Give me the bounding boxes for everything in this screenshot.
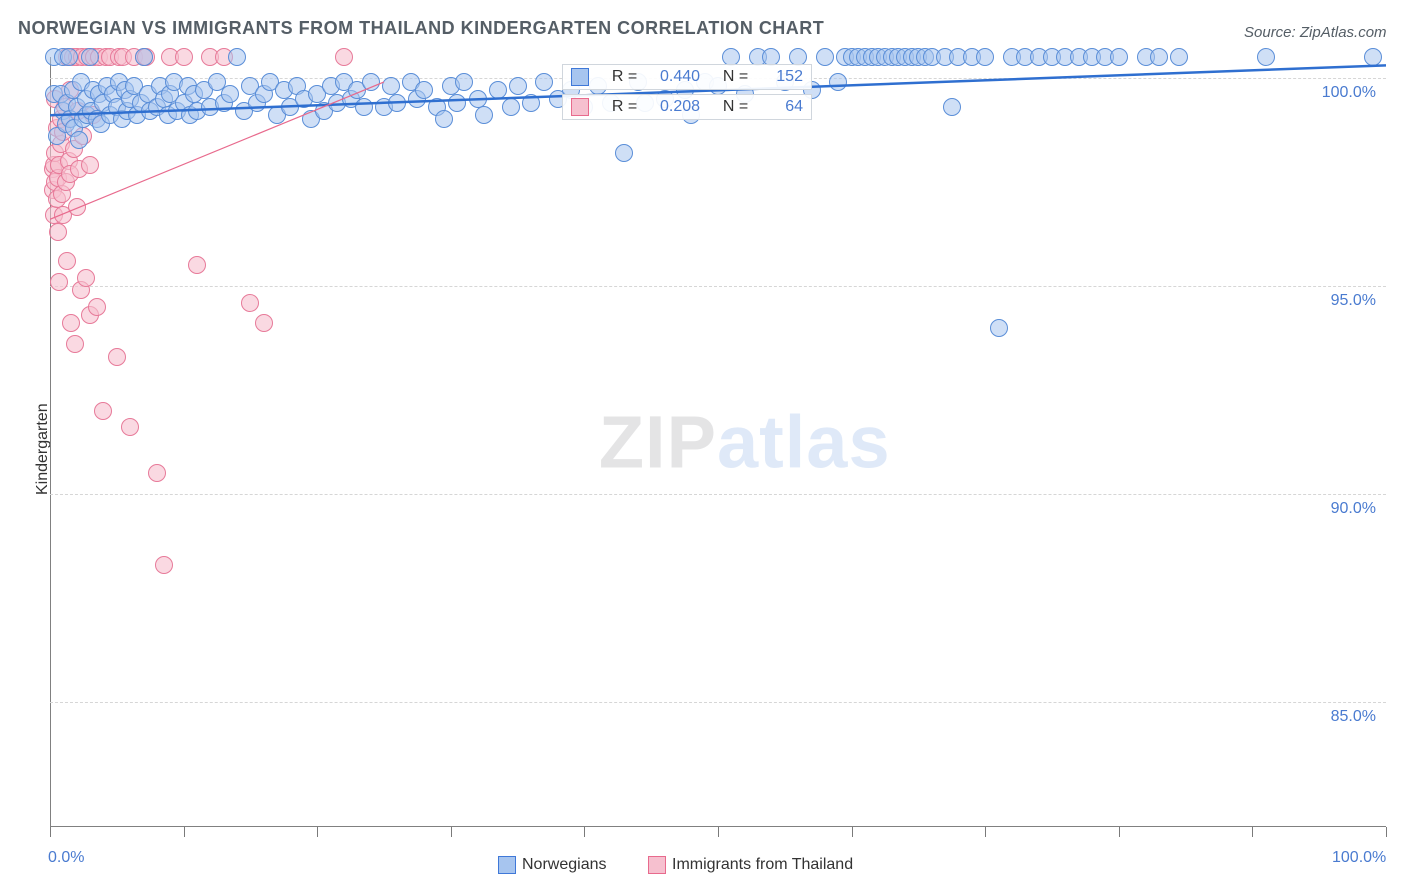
scatter-point [148, 464, 166, 482]
scatter-point [489, 81, 507, 99]
scatter-point [469, 90, 487, 108]
legend-label: Norwegians [522, 856, 606, 874]
chart-plot-area: ZIPatlas [50, 57, 1386, 827]
scatter-point [475, 106, 493, 124]
watermark-atlas: atlas [717, 401, 891, 484]
scatter-point [70, 131, 88, 149]
scatter-point [990, 319, 1008, 337]
scatter-point [221, 85, 239, 103]
scatter-point [188, 256, 206, 274]
x-tick-mark [50, 827, 51, 837]
scatter-point [448, 94, 466, 112]
y-tick-label: 85.0% [1316, 708, 1376, 726]
watermark-zip: ZIP [599, 401, 717, 484]
scatter-point [175, 48, 193, 66]
scatter-point [94, 402, 112, 420]
scatter-point [502, 98, 520, 116]
x-tick-mark [718, 827, 719, 837]
stats-r-value: 0.208 [660, 98, 700, 116]
x-tick-mark [852, 827, 853, 837]
scatter-point [50, 273, 68, 291]
scatter-point [615, 144, 633, 162]
scatter-point [435, 110, 453, 128]
stats-n-value: 152 [771, 68, 803, 86]
stats-box: R = 0.440 N = 152 [562, 64, 812, 90]
legend-swatch [648, 856, 666, 874]
scatter-point [335, 48, 353, 66]
stats-r-value: 0.440 [660, 68, 700, 86]
scatter-point [522, 94, 540, 112]
chart-title: NORWEGIAN VS IMMIGRANTS FROM THAILAND KI… [18, 18, 824, 39]
scatter-point [66, 335, 84, 353]
x-tick-label: 100.0% [1332, 849, 1386, 867]
scatter-point [943, 98, 961, 116]
scatter-point [49, 223, 67, 241]
scatter-point [60, 48, 78, 66]
scatter-point [415, 81, 433, 99]
stats-r-label: R = [612, 68, 637, 86]
x-tick-mark [1252, 827, 1253, 837]
scatter-point [355, 98, 373, 116]
legend-swatch [498, 856, 516, 874]
x-tick-mark [985, 827, 986, 837]
scatter-point [362, 73, 380, 91]
scatter-point [1150, 48, 1168, 66]
scatter-point [382, 77, 400, 95]
stats-n-label: N = [723, 98, 748, 116]
scatter-point [58, 252, 76, 270]
scatter-point [976, 48, 994, 66]
y-grid-line [50, 702, 1386, 703]
scatter-point [135, 48, 153, 66]
scatter-point [535, 73, 553, 91]
legend-item: Norwegians [498, 856, 606, 874]
y-grid-line [50, 494, 1386, 495]
scatter-point [388, 94, 406, 112]
scatter-point [241, 294, 259, 312]
scatter-point [816, 48, 834, 66]
scatter-point [155, 556, 173, 574]
scatter-point [1170, 48, 1188, 66]
scatter-point [81, 156, 99, 174]
y-tick-label: 100.0% [1316, 84, 1376, 102]
stats-box: R = 0.208 N = 64 [562, 94, 812, 120]
source-label: Source: ZipAtlas.com [1244, 24, 1387, 41]
trend-overlay [50, 57, 1386, 827]
stats-swatch [571, 98, 589, 116]
scatter-point [121, 418, 139, 436]
scatter-point [1364, 48, 1382, 66]
scatter-point [81, 48, 99, 66]
legend-item: Immigrants from Thailand [648, 856, 853, 874]
scatter-point [68, 198, 86, 216]
stats-n-value: 64 [771, 98, 803, 116]
scatter-point [62, 314, 80, 332]
scatter-point [509, 77, 527, 95]
x-tick-mark [1386, 827, 1387, 837]
x-tick-mark [317, 827, 318, 837]
y-tick-label: 90.0% [1316, 500, 1376, 518]
scatter-point [228, 48, 246, 66]
legend-label: Immigrants from Thailand [672, 856, 853, 874]
scatter-point [88, 298, 106, 316]
stats-swatch [571, 68, 589, 86]
x-tick-label: 0.0% [48, 849, 84, 867]
x-tick-mark [451, 827, 452, 837]
scatter-point [829, 73, 847, 91]
x-tick-mark [184, 827, 185, 837]
y-grid-line [50, 286, 1386, 287]
scatter-point [455, 73, 473, 91]
x-tick-mark [584, 827, 585, 837]
x-tick-mark [1119, 827, 1120, 837]
scatter-point [1110, 48, 1128, 66]
scatter-point [77, 269, 95, 287]
scatter-point [255, 314, 273, 332]
scatter-point [108, 348, 126, 366]
stats-r-label: R = [612, 98, 637, 116]
watermark: ZIPatlas [599, 400, 891, 485]
y-tick-label: 95.0% [1316, 292, 1376, 310]
stats-n-label: N = [723, 68, 748, 86]
scatter-point [1257, 48, 1275, 66]
